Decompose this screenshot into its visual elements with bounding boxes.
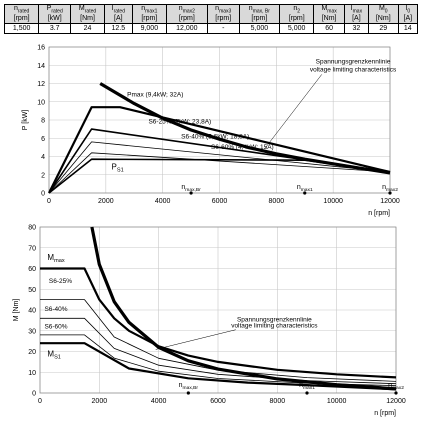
spec-header-1: Prated [kW] bbox=[38, 3, 72, 25]
torque-ytick-6: 60 bbox=[28, 266, 36, 273]
power-xtick-4: 8000 bbox=[269, 198, 285, 205]
power-xtick-1: 2000 bbox=[98, 198, 114, 205]
power-marker-2 bbox=[388, 191, 392, 195]
spec-header-2: Mrated [Nm] bbox=[70, 3, 105, 25]
power-label-s640: S6-40% (5,6kW; 18,8A) bbox=[181, 133, 249, 140]
torque-marker-0 bbox=[186, 391, 190, 395]
spec-header-10: Imax [A] bbox=[343, 3, 369, 25]
torque-series-4 bbox=[40, 342, 397, 391]
torque-ytick-3: 30 bbox=[28, 328, 36, 335]
spec-value-0: 1,500 bbox=[3, 23, 40, 35]
torque-marker-2 bbox=[394, 391, 398, 395]
spec-value-4: 9,000 bbox=[131, 23, 167, 35]
power-marker-label-1: nmax1 bbox=[297, 184, 313, 193]
power-xtick-6: 12000 bbox=[380, 198, 400, 205]
torque-xtick-6: 12000 bbox=[386, 398, 406, 405]
spec-value-row: 1,500 3.7 24 12.5 9,000 12,000-5,000 5,000 60 32… bbox=[3, 23, 419, 35]
power-ytick-0: 0 bbox=[41, 191, 45, 198]
torque-ytick-7: 70 bbox=[28, 245, 36, 252]
power-xtick-0: 0 bbox=[47, 198, 51, 205]
torque-marker-label-1: nmax1 bbox=[299, 382, 315, 391]
power-xtick-2: 4000 bbox=[155, 198, 171, 205]
power-ytick-7: 14 bbox=[37, 63, 45, 70]
spec-header-8: n2 [rpm] bbox=[279, 3, 315, 25]
torque-label-limit-leader bbox=[155, 329, 236, 350]
power-series-2 bbox=[48, 141, 391, 194]
power-label-s625: S6-25% (7kW; 23,8A) bbox=[148, 119, 211, 126]
torque-xtick-1: 2000 bbox=[92, 398, 108, 405]
torque-ytick-2: 20 bbox=[28, 349, 36, 356]
power-series-5 bbox=[99, 82, 391, 175]
power-label-limit-leader bbox=[264, 74, 322, 149]
power-label-limit-en: voltage limiting characteristics bbox=[310, 67, 397, 74]
torque-label-limit-en: voltage limiting characteristics bbox=[231, 323, 318, 330]
torque-ytick-5: 50 bbox=[28, 287, 36, 294]
torque-label-s625: S6-25% bbox=[49, 278, 72, 285]
torque-plot-frame bbox=[39, 226, 397, 394]
torque-marker-label-2: nmax2 bbox=[388, 382, 404, 391]
power-xtick-3: 6000 bbox=[212, 198, 228, 205]
torque-ytick-4: 40 bbox=[28, 308, 36, 315]
power-marker-0 bbox=[189, 191, 193, 195]
torque-ytick-1: 10 bbox=[28, 370, 36, 377]
torque-marker-label-0: nmax,Br bbox=[179, 382, 199, 391]
power-xtick-5: 10000 bbox=[323, 198, 343, 205]
spec-header-11: M0 [Nm] bbox=[367, 3, 399, 25]
torque-xtick-0: 0 bbox=[38, 398, 42, 405]
power-ylabel: P [kW] bbox=[22, 110, 29, 131]
torque-xlabel: n [rpm] bbox=[374, 410, 396, 417]
power-marker-1 bbox=[303, 191, 307, 195]
torque-label-s660: S6-60% bbox=[44, 324, 67, 331]
spec-header-6: nmax3 [rpm] bbox=[206, 3, 240, 25]
torque-label-limit-de: Spannungsgrenzkennlinie bbox=[237, 316, 312, 323]
spec-header-0: nrated [rpm] bbox=[3, 3, 40, 25]
torque-xtick-5: 10000 bbox=[327, 398, 347, 405]
power-marker-label-2: nmax2 bbox=[382, 184, 398, 193]
power-label-ps1: PS1 bbox=[112, 162, 124, 173]
power-xlabel: n [rpm] bbox=[368, 210, 390, 217]
power-marker-label-0: nmax,Br bbox=[181, 184, 201, 193]
torque-xtick-2: 4000 bbox=[151, 398, 167, 405]
power-label-pmax: Pmax (9,4kW; 32A) bbox=[127, 91, 183, 98]
spec-value-10: 32 bbox=[343, 23, 369, 35]
power-label-limit-de: Spannungsgrenzkennlinie bbox=[316, 58, 391, 65]
spec-header-3: Irated [A] bbox=[103, 3, 133, 25]
spec-value-12: 14 bbox=[397, 23, 419, 35]
torque-ytick-0: 0 bbox=[32, 391, 36, 398]
power-ytick-2: 4 bbox=[41, 154, 45, 161]
torque-ylabel: M [Nm] bbox=[13, 299, 20, 322]
torque-label-mmax: Mmax bbox=[47, 253, 64, 264]
spec-header-9: Mmax [Nm] bbox=[313, 3, 345, 25]
power-label-s660: S6-60% (4,4kW; 15A) bbox=[211, 144, 274, 151]
torque-label-ms1: MS1 bbox=[47, 350, 61, 361]
power-plot-frame bbox=[48, 46, 391, 194]
torque-series-5 bbox=[90, 226, 397, 391]
power-series-0 bbox=[48, 106, 391, 194]
power-ytick-4: 8 bbox=[41, 118, 45, 125]
power-series-3 bbox=[48, 152, 391, 194]
torque-marker-1 bbox=[305, 391, 309, 395]
spec-header-row: nrated [rpm] Prated [kW] Mrated [Nm] Irated [A]… bbox=[3, 3, 419, 25]
power-ytick-6: 12 bbox=[37, 81, 45, 88]
spec-value-1: 3.7 bbox=[38, 23, 72, 35]
spec-value-2: 24 bbox=[70, 23, 105, 35]
power-ytick-5: 10 bbox=[37, 99, 45, 106]
spec-header-4: nmax1 [rpm] bbox=[131, 3, 167, 25]
torque-series-1 bbox=[40, 299, 397, 382]
power-ytick-3: 6 bbox=[41, 136, 45, 143]
torque-label-s640: S6-40% bbox=[44, 306, 67, 313]
torque-xtick-3: 6000 bbox=[210, 398, 226, 405]
torque-xtick-4: 8000 bbox=[270, 398, 286, 405]
power-ytick-1: 2 bbox=[41, 172, 45, 179]
spec-value-8: 5,000 bbox=[279, 23, 315, 35]
spec-header-7: nmax, Br [rpm] bbox=[238, 3, 281, 25]
spec-table: nrated [rpm] Prated [kW] Mrated [Nm] Irated [A]… bbox=[3, 3, 419, 35]
torque-ytick-8: 80 bbox=[28, 225, 36, 232]
power-ytick-8: 16 bbox=[37, 45, 45, 52]
spec-header-12: I0 [A] bbox=[397, 3, 419, 25]
